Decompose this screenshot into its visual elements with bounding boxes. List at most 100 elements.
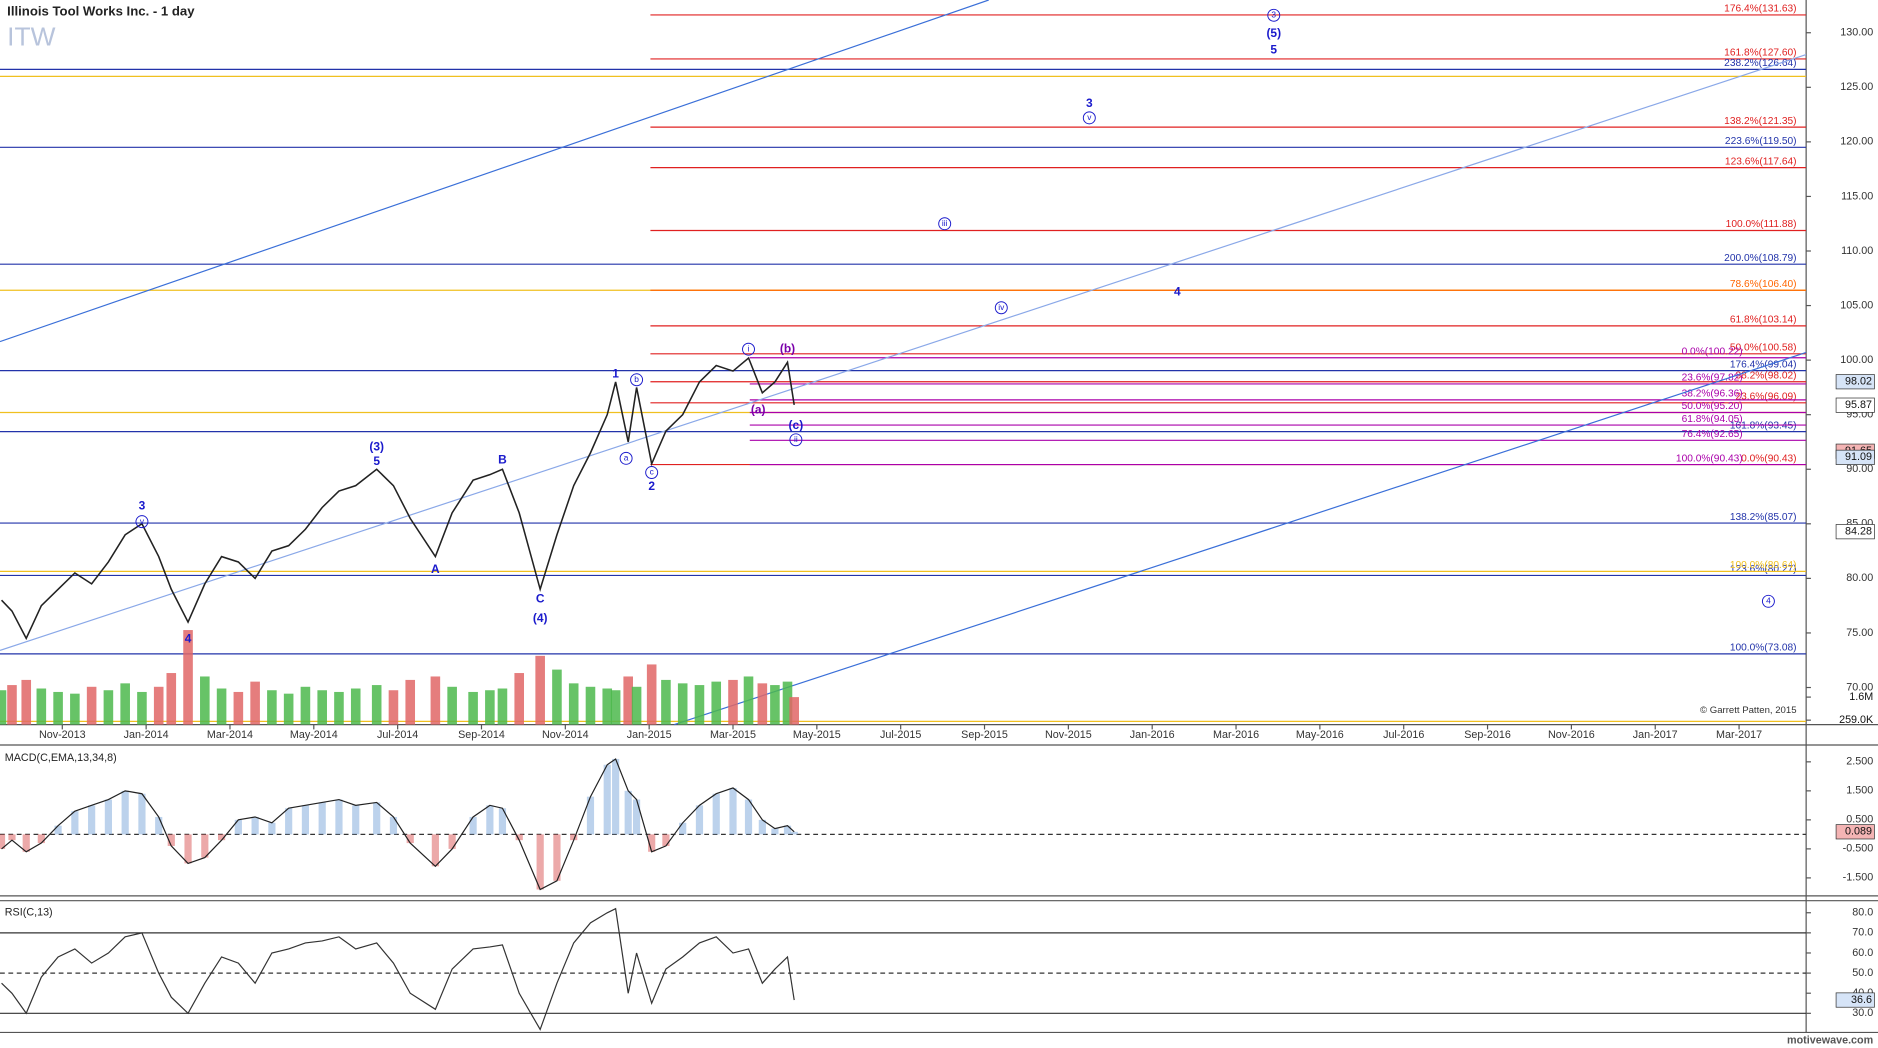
volume-bar [300, 686, 311, 725]
x-tick-label: Mar-2015 [710, 729, 756, 741]
macd-bar [771, 828, 779, 835]
series-line [0, 356, 795, 641]
volume-bar [70, 693, 80, 725]
price-marker [1835, 397, 1875, 413]
macd-bar [373, 802, 381, 835]
fib-label: 100.0%(73.08) [1730, 643, 1797, 654]
volume-bar [137, 691, 147, 725]
macd-bar [155, 816, 163, 835]
y-tick-label: 115.00 [1841, 190, 1873, 202]
volume-bar [200, 676, 210, 725]
price-marker [1835, 374, 1875, 390]
macd-bar [783, 825, 792, 835]
macd-bar [8, 834, 16, 841]
x-tick-label: Mar-2016 [1213, 729, 1259, 741]
macd-bar [301, 805, 310, 835]
volume-bar [623, 676, 633, 725]
volume-bar [317, 690, 327, 725]
macd-bar [138, 793, 146, 835]
wave-label: b [634, 374, 639, 384]
y-tick-label: 70.0 [1852, 927, 1873, 939]
volume-bar [103, 690, 114, 725]
macd-bar [515, 834, 523, 841]
wave-label: c [650, 467, 654, 477]
macd-title: MACD(C,EMA,13,34,8) [5, 752, 117, 764]
volume-bar [743, 676, 754, 725]
macd-bar [268, 822, 276, 835]
volume-bar [53, 691, 63, 725]
fib-label: 123.6%(117.64) [1725, 156, 1797, 167]
volume-bar [388, 690, 399, 725]
macd-bar [389, 816, 398, 835]
macd-bar [758, 819, 766, 835]
volume-bar [602, 688, 613, 725]
wave-label: 5 [1270, 42, 1277, 56]
wave-label: (3) [369, 440, 384, 454]
y-tick-label: 130.00 [1840, 27, 1873, 39]
y-tick-label: 120.00 [1840, 136, 1873, 148]
volume-bar [7, 685, 17, 725]
price-marker-label: 84.28 [1845, 526, 1872, 538]
fib-label: 138.2%(121.35) [1724, 116, 1796, 127]
volume-bar [694, 685, 705, 725]
macd-bar [790, 831, 798, 835]
wave-circle [994, 301, 1008, 315]
wave-circle [619, 451, 633, 465]
wave-circle [789, 433, 803, 447]
y-tick-label: 1.500 [1846, 785, 1873, 797]
fib-label: 76.4%(92.65) [1682, 429, 1743, 440]
macd-bar [612, 758, 620, 835]
x-tick-label: Sep-2016 [1464, 729, 1511, 741]
volume-bar [120, 683, 130, 725]
x-tick-label: Jan-2015 [627, 729, 672, 741]
fib-label: 100.0%(90.43) [1676, 453, 1743, 464]
macd-bar [536, 834, 544, 890]
volume-tick-label: 1.6M [1849, 691, 1873, 703]
x-tick-label: Mar-2017 [1716, 729, 1762, 741]
volume-bar [21, 679, 32, 725]
fib-label: 100.0%(111.88) [1726, 219, 1797, 230]
y-tick-label: 0.500 [1846, 814, 1873, 826]
series-line [1, 758, 795, 891]
x-tick-label: Nov-2016 [1548, 729, 1595, 741]
x-tick-label: May-2014 [290, 729, 338, 741]
fib-label: 223.6%(119.50) [1725, 136, 1797, 147]
macd-bar [729, 787, 737, 835]
macd-bar [586, 796, 595, 835]
macd-bar [469, 816, 477, 835]
fib-label: 176.4%(131.63) [1724, 4, 1796, 15]
y-tick-label: 70.00 [1846, 681, 1873, 693]
macd-bar [624, 790, 632, 835]
volume-bar [585, 686, 596, 725]
volume-bar [430, 676, 441, 725]
x-tick-label: Jul-2015 [880, 729, 921, 741]
price-marker [1835, 992, 1875, 1008]
series-line [1, 907, 795, 1031]
price-marker [1835, 824, 1875, 840]
volume-bar [36, 688, 47, 725]
macd-bar [184, 834, 192, 864]
macd-bar [167, 834, 175, 846]
volume-bar [405, 679, 416, 725]
y-tick-label: 75.00 [1846, 627, 1873, 639]
volume-bar [233, 691, 244, 725]
macd-bar [88, 805, 96, 835]
fib-label: 78.6%(106.40) [1730, 279, 1797, 290]
wave-circle [630, 373, 644, 387]
fib-label: 38.2%(96.36) [1682, 389, 1743, 400]
volume-bar [447, 686, 457, 725]
macd-bar [121, 790, 129, 835]
volume-bar [677, 683, 688, 725]
fib-label: 138.2%(85.07) [1730, 512, 1797, 523]
fib-label: 23.6%(97.82) [1682, 373, 1743, 384]
macd-bar [285, 808, 293, 835]
price-marker-label: 95.87 [1845, 399, 1872, 411]
wave-label: 4 [1174, 285, 1181, 299]
volume-bar [371, 685, 382, 725]
trend-line [0, 53, 1807, 651]
x-tick-label: Nov-2014 [542, 729, 589, 741]
wave-circle [1267, 8, 1281, 22]
volume-bar [646, 664, 657, 725]
